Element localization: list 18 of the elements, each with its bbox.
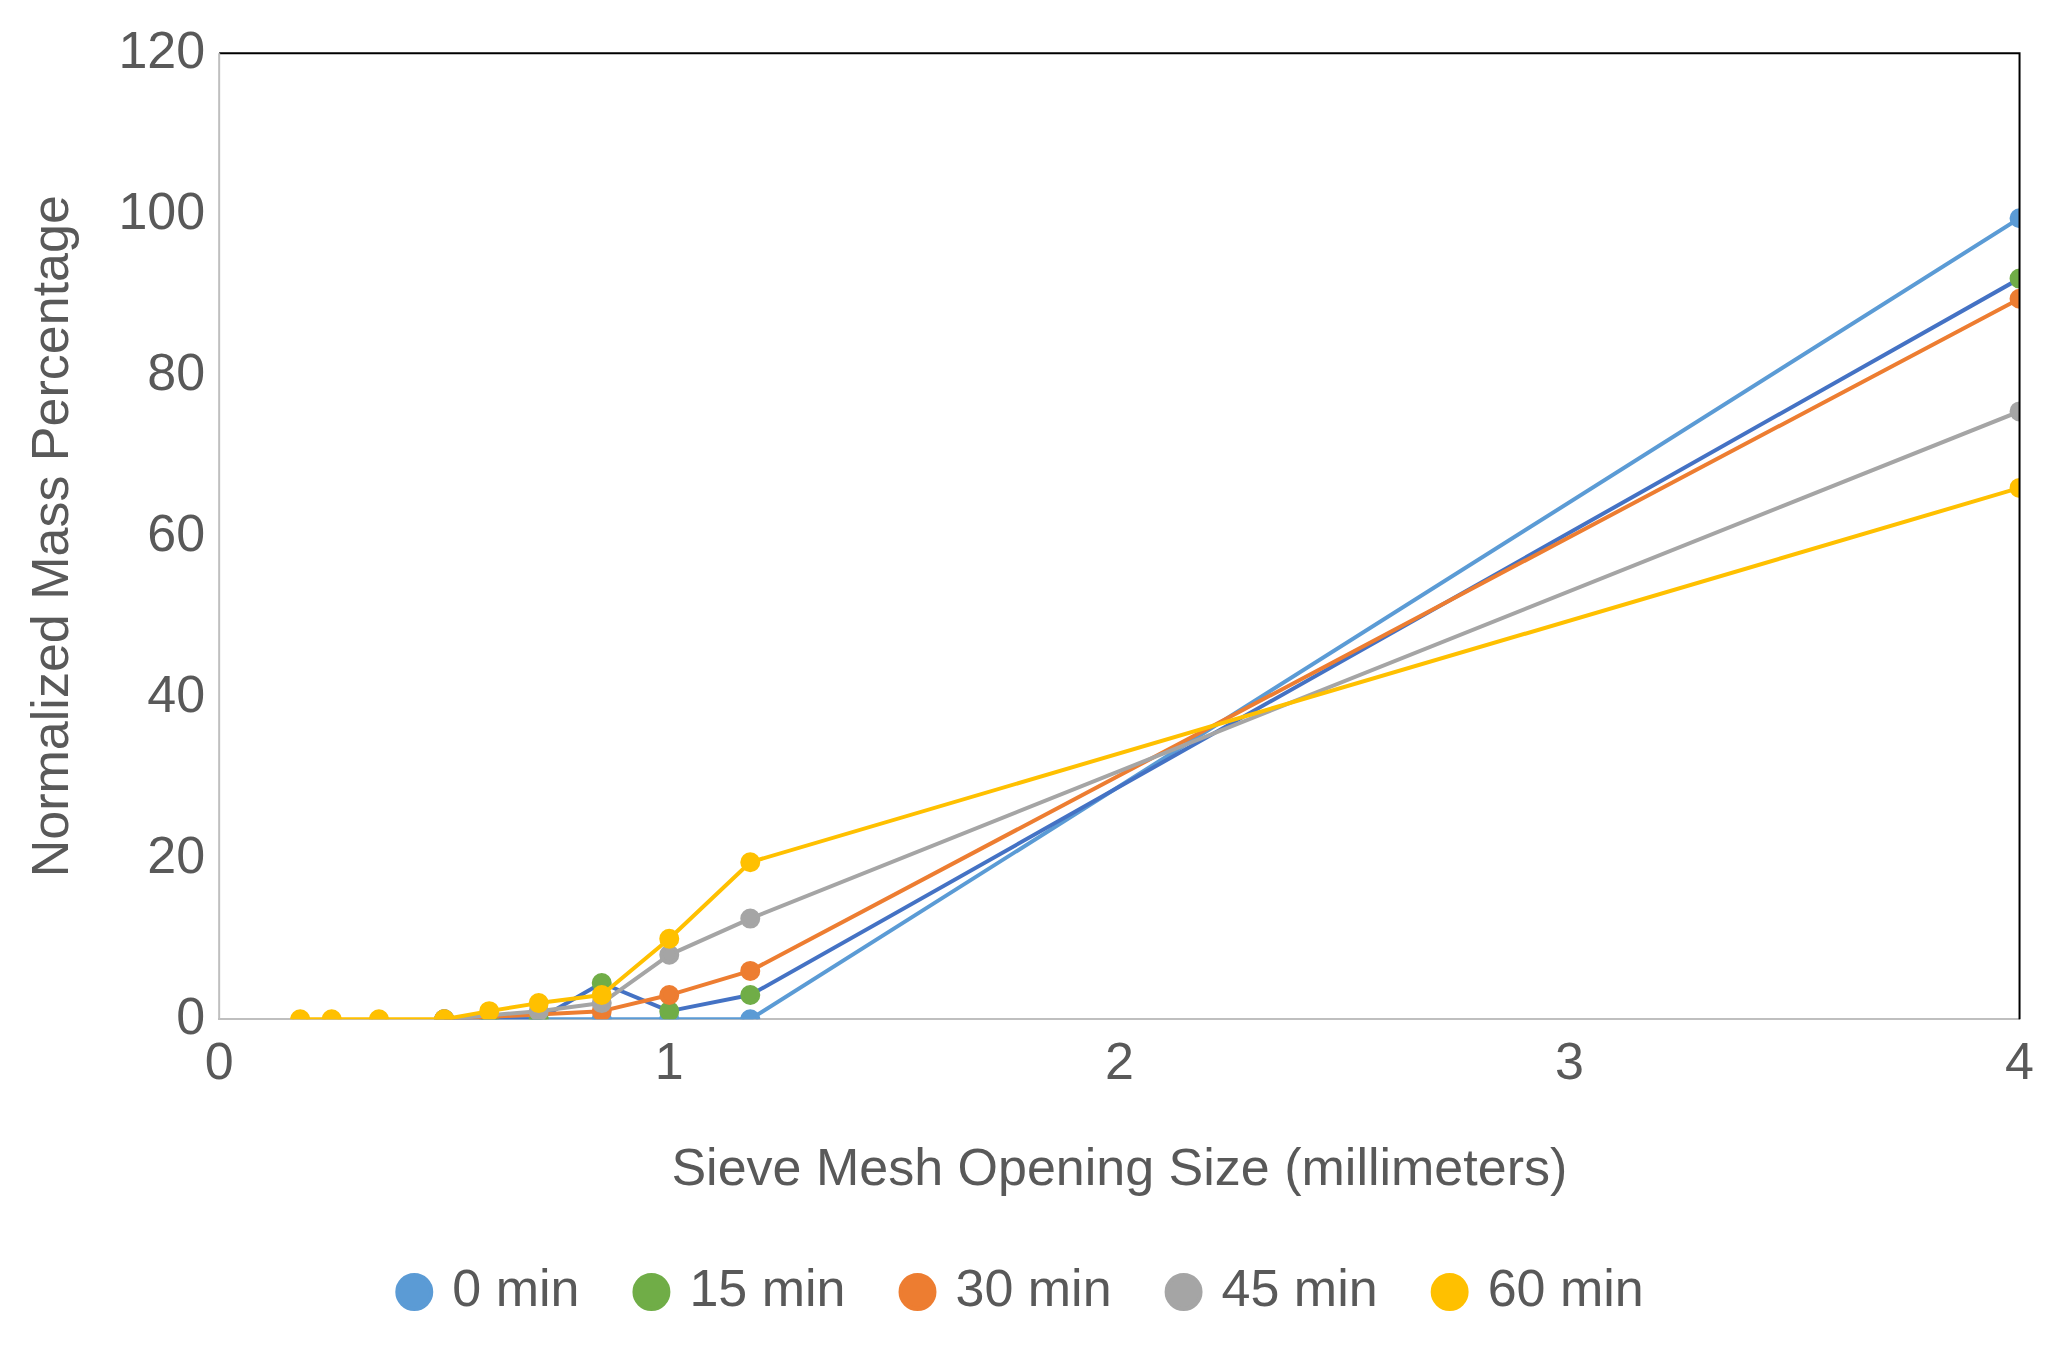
legend-label: 45 min (1221, 1259, 1378, 1318)
x-tick-label: 4 (2005, 1031, 2034, 1090)
x-tick-label: 3 (1554, 1031, 1584, 1090)
legend-label: 15 min (689, 1259, 846, 1318)
legend-label: 60 min (1487, 1259, 1644, 1318)
x-tick-label: 2 (1104, 1031, 1134, 1090)
y-tick-label: 20 (147, 825, 206, 884)
legend-label: 30 min (955, 1259, 1112, 1318)
y-axis-title: Normalized Mass Percentage (20, 195, 79, 878)
y-tick-label: 80 (147, 342, 206, 401)
x-axis-title: Sieve Mesh Opening Size (millimeters) (671, 1138, 1568, 1197)
y-tick-label: 40 (147, 664, 206, 723)
legend-label: 0 min (452, 1259, 580, 1318)
x-tick-label: 1 (654, 1031, 684, 1090)
y-tick-label: 100 (118, 181, 206, 240)
y-tick-label: 120 (118, 20, 206, 79)
y-tick-label: 60 (147, 503, 206, 562)
y-tick-label: 0 (176, 986, 206, 1045)
